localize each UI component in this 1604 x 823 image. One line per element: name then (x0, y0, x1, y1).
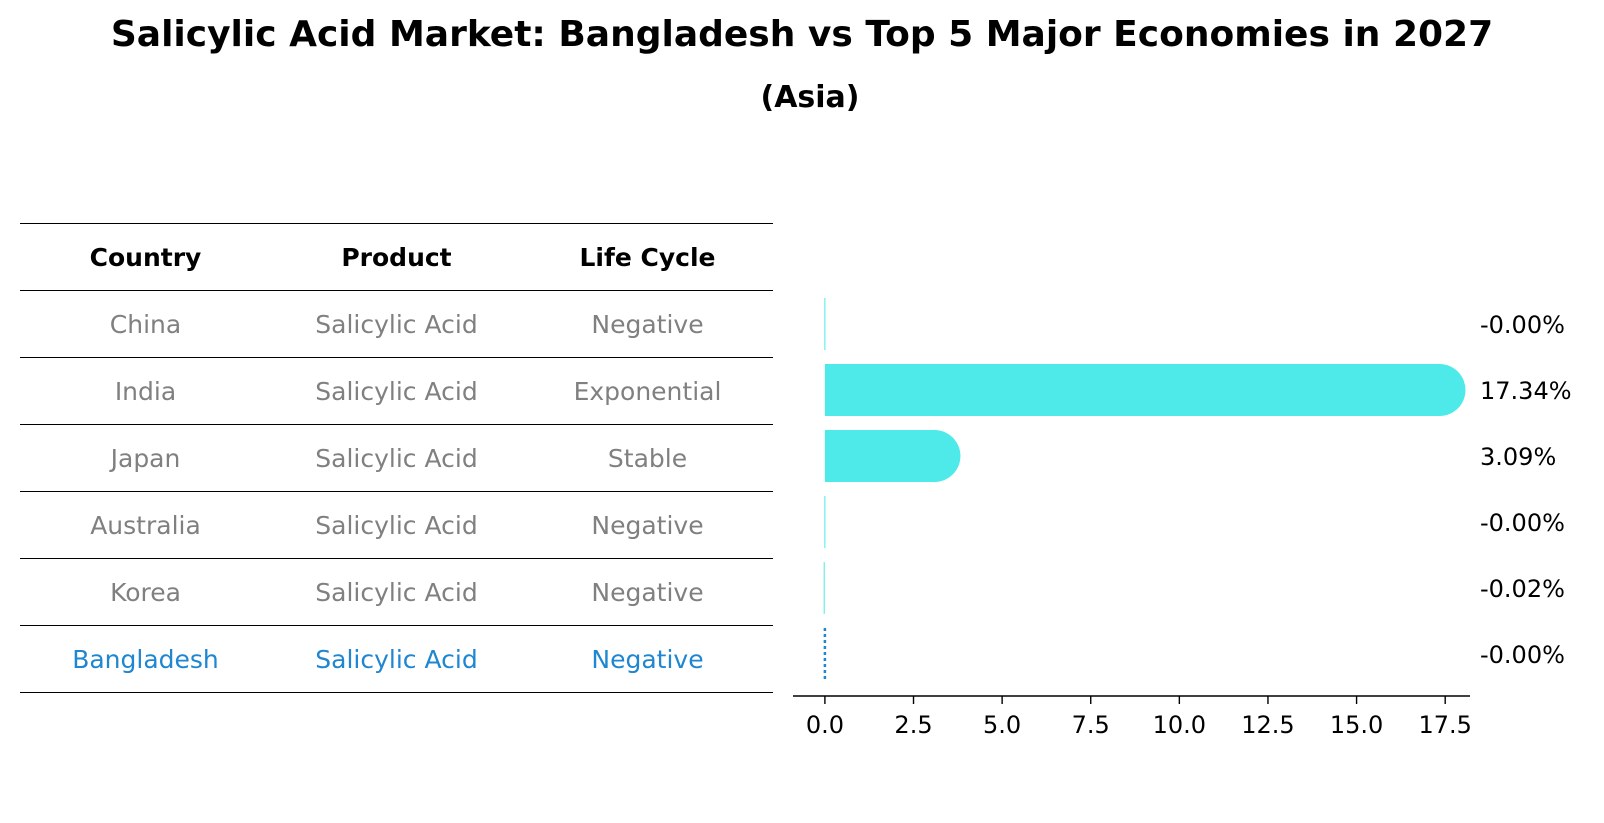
life-cycle-cell: Negative (591, 309, 704, 339)
x-tick-label: 12.5 (1241, 711, 1294, 739)
x-tick-label: 10.0 (1153, 711, 1206, 739)
x-tick-label: 15.0 (1330, 711, 1383, 739)
product-cell: Salicylic Acid (315, 577, 478, 607)
bar-china (824, 298, 826, 350)
product-cell: Salicylic Acid (315, 644, 478, 674)
x-tick-label: 2.5 (894, 711, 932, 739)
life-cycle-cell: Negative (591, 510, 704, 540)
value-label-china: -0.00% (1480, 311, 1565, 339)
table-row: Korea Salicylic Acid Negative (20, 558, 773, 625)
product-cell: Salicylic Acid (315, 309, 478, 339)
country-cell: Bangladesh (72, 644, 219, 674)
life-cycle-cell: Stable (607, 443, 688, 473)
table-row: China Salicylic Acid Negative (20, 290, 773, 357)
life-cycle-cell: Negative (591, 644, 704, 674)
header-country: Country (89, 242, 202, 272)
table-row: India Salicylic Acid Exponential (20, 357, 773, 424)
value-label-korea: -0.02% (1480, 575, 1565, 603)
bar-korea (823, 562, 825, 614)
table-row: Australia Salicylic Acid Negative (20, 491, 773, 558)
product-cell: Salicylic Acid (315, 443, 478, 473)
x-tick-label: 5.0 (983, 711, 1021, 739)
country-cell: China (109, 309, 182, 339)
table-header-row: Country Product Life Cycle (20, 223, 773, 290)
product-cell: Salicylic Acid (315, 510, 478, 540)
country-cell: Korea (110, 577, 181, 607)
chart-subtitle: (Asia) (760, 80, 860, 115)
value-label-bangladesh: -0.00% (1480, 641, 1565, 669)
table-row: Bangladesh Salicylic Acid Negative (20, 625, 773, 693)
country-cell: Japan (110, 443, 181, 473)
header-life-cycle: Life Cycle (579, 242, 716, 272)
value-label-india: 17.34% (1480, 377, 1572, 405)
bar-australia (824, 496, 826, 548)
country-table: Country Product Life Cycle China Salicyl… (20, 223, 773, 693)
life-cycle-cell: Exponential (573, 376, 722, 406)
country-cell: Australia (90, 510, 201, 540)
header-product: Product (341, 242, 452, 272)
value-label-japan: 3.09% (1480, 443, 1556, 471)
product-cell: Salicylic Acid (315, 376, 478, 406)
x-tick-label: 7.5 (1072, 711, 1110, 739)
life-cycle-cell: Negative (591, 577, 704, 607)
bar-india (824, 364, 1466, 416)
chart-title: Salicylic Acid Market: Bangladesh vs Top… (110, 14, 1494, 55)
table-row: Japan Salicylic Acid Stable (20, 424, 773, 491)
country-cell: India (114, 376, 177, 406)
x-tick-label: 17.5 (1418, 711, 1471, 739)
value-label-australia: -0.00% (1480, 509, 1565, 537)
bar-japan (824, 430, 961, 482)
x-tick-label: 0.0 (806, 711, 844, 739)
